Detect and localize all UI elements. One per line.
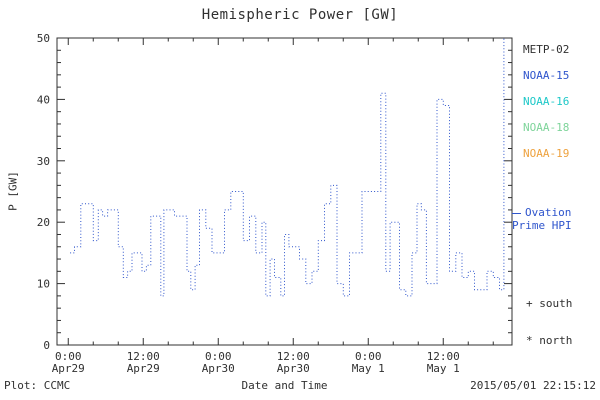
svg-text:20: 20 bbox=[37, 216, 50, 229]
x-axis-label: Date and Time bbox=[241, 379, 328, 392]
svg-text:50: 50 bbox=[37, 32, 50, 45]
legend-ovation: Ovation Prime HPI bbox=[512, 206, 572, 232]
svg-text:0: 0 bbox=[43, 339, 50, 352]
svg-text:May 1: May 1 bbox=[352, 362, 385, 375]
ovation-label-line1: Ovation bbox=[525, 206, 572, 219]
svg-text:0:00: 0:00 bbox=[55, 350, 82, 363]
svg-text:Apr29: Apr29 bbox=[127, 362, 160, 375]
legend-noaa16: NOAA-16 bbox=[523, 95, 570, 108]
legend-south-marker: + south bbox=[526, 297, 573, 310]
svg-text:0:00: 0:00 bbox=[355, 350, 382, 363]
svg-text:12:00: 12:00 bbox=[427, 350, 460, 363]
svg-text:10: 10 bbox=[37, 278, 50, 291]
plot-credit: Plot: CCMC bbox=[4, 379, 71, 392]
plot-timestamp: 2015/05/01 22:15:12 bbox=[470, 379, 596, 392]
legend-north-marker: * north bbox=[526, 334, 573, 347]
svg-text:12:00: 12:00 bbox=[127, 350, 160, 363]
legend-noaa18: NOAA-18 bbox=[523, 121, 570, 134]
y-axis-label: P [GW] bbox=[6, 171, 20, 211]
svg-text:0:00: 0:00 bbox=[205, 350, 232, 363]
legend-metp02: METP-02 bbox=[523, 43, 570, 56]
svg-text:40: 40 bbox=[37, 93, 50, 106]
hpi-step-line bbox=[70, 38, 505, 297]
chart-title: Hemispheric Power [GW] bbox=[201, 7, 399, 23]
svg-text:Apr30: Apr30 bbox=[277, 362, 310, 375]
svg-text:Apr30: Apr30 bbox=[202, 362, 235, 375]
svg-text:May 1: May 1 bbox=[427, 362, 460, 375]
legend-noaa19: NOAA-19 bbox=[523, 147, 570, 160]
svg-text:Apr29: Apr29 bbox=[52, 362, 85, 375]
svg-text:12:00: 12:00 bbox=[277, 350, 310, 363]
satellite-legend: METP-02 NOAA-15 NOAA-16 NOAA-18 NOAA-19 bbox=[523, 37, 569, 167]
ovation-label-line2: Prime HPI bbox=[512, 219, 572, 232]
ovation-line-sample bbox=[512, 212, 521, 214]
svg-text:30: 30 bbox=[37, 155, 50, 168]
legend-noaa15: NOAA-15 bbox=[523, 69, 570, 82]
